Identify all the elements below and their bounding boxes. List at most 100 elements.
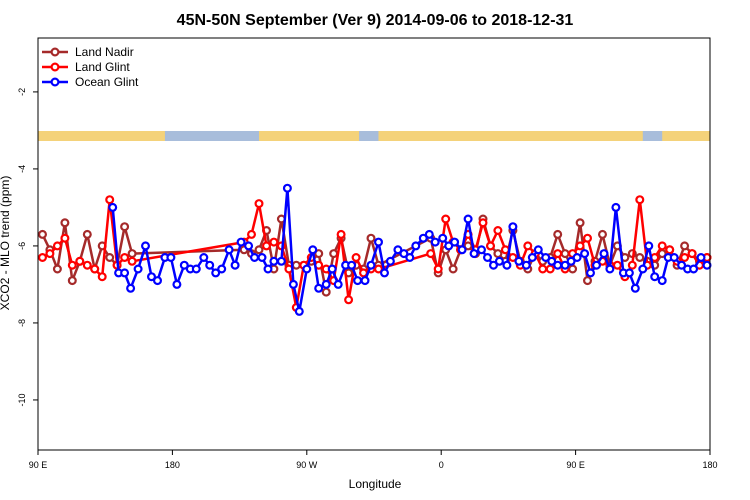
data-point-land-nadir (321, 287, 331, 297)
data-point-land-glint (687, 249, 697, 259)
data-point-ocean-glint (224, 245, 234, 255)
data-point-ocean-glint (217, 264, 227, 274)
data-point-ocean-glint (444, 241, 454, 251)
data-point-land-glint (486, 241, 496, 251)
data-point-ocean-glint (527, 253, 537, 263)
y-tick-label: -8 (17, 319, 27, 327)
data-point-ocean-glint (308, 245, 318, 255)
x-axis-label: Longitude (349, 477, 402, 491)
data-point-ocean-glint (469, 249, 479, 259)
data-point-land-glint (433, 264, 443, 274)
world-map-strip (38, 131, 710, 141)
data-point-ocean-glint (689, 264, 699, 274)
x-tick-label: 90 W (296, 460, 318, 470)
legend-label-land-nadir: Land Nadir (75, 45, 134, 59)
data-point-ocean-glint (191, 264, 201, 274)
data-point-land-glint (97, 272, 107, 282)
data-point-ocean-glint (418, 233, 428, 243)
data-point-ocean-glint (521, 260, 531, 270)
data-point-land-nadir (37, 229, 47, 239)
data-point-ocean-glint (696, 253, 706, 263)
data-point-land-glint (582, 233, 592, 243)
data-point-land-nadir (560, 249, 570, 259)
data-point-land-glint (665, 245, 675, 255)
data-point-ocean-glint (650, 272, 660, 282)
data-point-ocean-glint (489, 260, 499, 270)
data-point-ocean-glint (353, 276, 363, 286)
data-point-land-glint (523, 241, 533, 251)
data-point-ocean-glint (669, 253, 679, 263)
data-point-ocean-glint (276, 256, 286, 266)
data-point-land-nadir (120, 222, 130, 232)
legend-label-land-glint: Land Glint (75, 60, 130, 74)
data-point-land-glint (493, 226, 503, 236)
data-point-ocean-glint (611, 202, 621, 212)
y-axis-label: XCO2 - MLO trend (ppm) (0, 176, 12, 311)
y-tick-label: -4 (17, 165, 27, 173)
data-point-land-glint (426, 249, 436, 259)
legend-marker-land-nadir (50, 47, 60, 57)
data-point-land-nadir (568, 264, 578, 274)
series-land-glint (37, 195, 712, 313)
data-point-land-nadir (448, 264, 458, 274)
data-point-ocean-glint (430, 237, 440, 247)
data-point-ocean-glint (282, 183, 292, 193)
data-point-ocean-glint (508, 222, 518, 232)
data-point-ocean-glint (199, 253, 209, 263)
data-point-land-glint (336, 229, 346, 239)
data-point-land-glint (247, 229, 257, 239)
data-point-land-glint (635, 195, 645, 205)
data-point-land-nadir (575, 218, 585, 228)
legend-label-ocean-glint: Ocean Glint (75, 75, 139, 89)
land-band-2 (259, 131, 360, 141)
data-point-land-nadir (493, 249, 503, 259)
data-point-land-nadir (597, 229, 607, 239)
data-point-ocean-glint (294, 306, 304, 316)
data-point-land-glint (90, 264, 100, 274)
data-point-ocean-glint (702, 260, 712, 270)
data-point-ocean-glint (179, 260, 189, 270)
data-point-ocean-glint (405, 253, 415, 263)
data-point-ocean-glint (585, 268, 595, 278)
data-point-ocean-glint (494, 256, 504, 266)
data-point-ocean-glint (533, 245, 543, 255)
data-point-ocean-glint (288, 279, 298, 289)
data-point-ocean-glint (657, 276, 667, 286)
data-point-ocean-glint (244, 241, 254, 251)
x-axis: 90 E 180 90 W 0 90 E 180 (29, 450, 718, 470)
x-tick-label: 180 (165, 460, 180, 470)
data-point-land-glint (351, 253, 361, 263)
data-point-land-nadir (582, 276, 592, 286)
data-point-land-glint (254, 199, 264, 209)
x-tick-label: 180 (702, 460, 717, 470)
data-point-ocean-glint (347, 260, 357, 270)
data-point-land-glint (60, 233, 70, 243)
data-point-land-glint (680, 253, 690, 263)
data-point-ocean-glint (477, 245, 487, 255)
data-point-ocean-glint (638, 264, 648, 274)
data-point-land-glint (45, 249, 55, 259)
data-point-land-glint (508, 253, 518, 263)
data-point-ocean-glint (314, 283, 324, 293)
data-point-land-glint (75, 256, 85, 266)
data-point-land-glint (374, 264, 384, 274)
data-point-ocean-glint (483, 253, 493, 263)
plot-frame (37, 37, 711, 451)
data-point-ocean-glint (599, 249, 609, 259)
data-point-ocean-glint (560, 260, 570, 270)
data-point-ocean-glint (236, 237, 246, 247)
data-point-land-nadir (82, 229, 92, 239)
data-point-ocean-glint (172, 279, 182, 289)
data-point-land-nadir (680, 241, 690, 251)
data-point-land-nadir (127, 249, 137, 259)
data-point-ocean-glint (393, 245, 403, 255)
data-point-land-glint (538, 264, 548, 274)
data-point-ocean-glint (566, 256, 576, 266)
data-point-land-glint (37, 253, 47, 263)
data-point-land-nadir (366, 233, 376, 243)
data-point-ocean-glint (147, 272, 157, 282)
data-point-ocean-glint (257, 253, 267, 263)
series-ocean-glint (108, 183, 712, 316)
